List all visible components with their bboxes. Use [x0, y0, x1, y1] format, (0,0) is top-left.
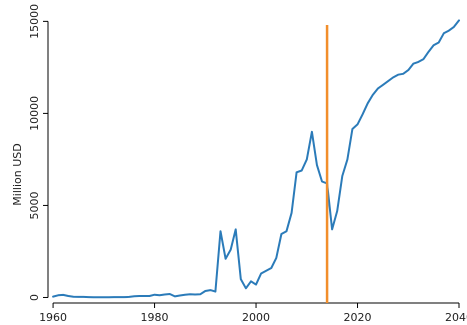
x-tick-label: 2000 [242, 311, 270, 324]
x-tick-label: 2020 [344, 311, 372, 324]
plot-area [52, 19, 460, 303]
x-tick-label: 1980 [141, 311, 169, 324]
y-tick-label: 10000 [28, 96, 41, 131]
y-tick-label: 0 [28, 294, 41, 301]
y-axis-title: Million USD [11, 143, 24, 205]
x-tick-label: 1960 [39, 311, 67, 324]
series-line [52, 19, 460, 299]
axes [47, 21, 459, 304]
y-tick-label: 15000 [28, 4, 41, 39]
y-tick-label: 5000 [28, 191, 41, 219]
y-ticks: 0 5000 10000 15000 [28, 4, 48, 301]
